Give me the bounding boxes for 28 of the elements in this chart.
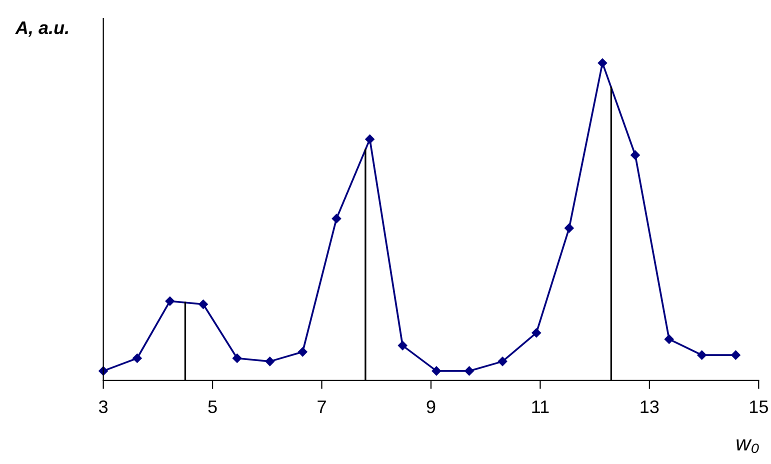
x-tick-label: 13: [640, 400, 659, 414]
point: [731, 350, 740, 360]
point: [165, 296, 175, 306]
y-axis-title: A, a.u.: [15, 22, 68, 37]
point: [332, 214, 342, 224]
x-tick-label: 9: [426, 400, 436, 414]
point: [664, 334, 674, 344]
point: [598, 58, 608, 68]
x-axis-title: w₀: [736, 439, 759, 453]
x-tick-label: 15: [750, 400, 768, 414]
point: [232, 354, 242, 363]
point: [198, 300, 208, 309]
x-tick-label: 3: [98, 400, 108, 414]
x-tick-label: 7: [318, 400, 326, 414]
x-tick-label: 5: [208, 400, 217, 414]
point: [564, 223, 574, 233]
point: [398, 340, 408, 350]
point: [532, 328, 542, 338]
point: [265, 356, 275, 366]
point: [464, 366, 474, 376]
point: [697, 350, 706, 360]
x-tick-label: 11: [532, 400, 549, 414]
point: [432, 366, 442, 376]
point: [498, 356, 508, 366]
point: [132, 354, 142, 363]
point: [298, 347, 308, 357]
point: [630, 150, 640, 160]
point: [365, 134, 374, 144]
